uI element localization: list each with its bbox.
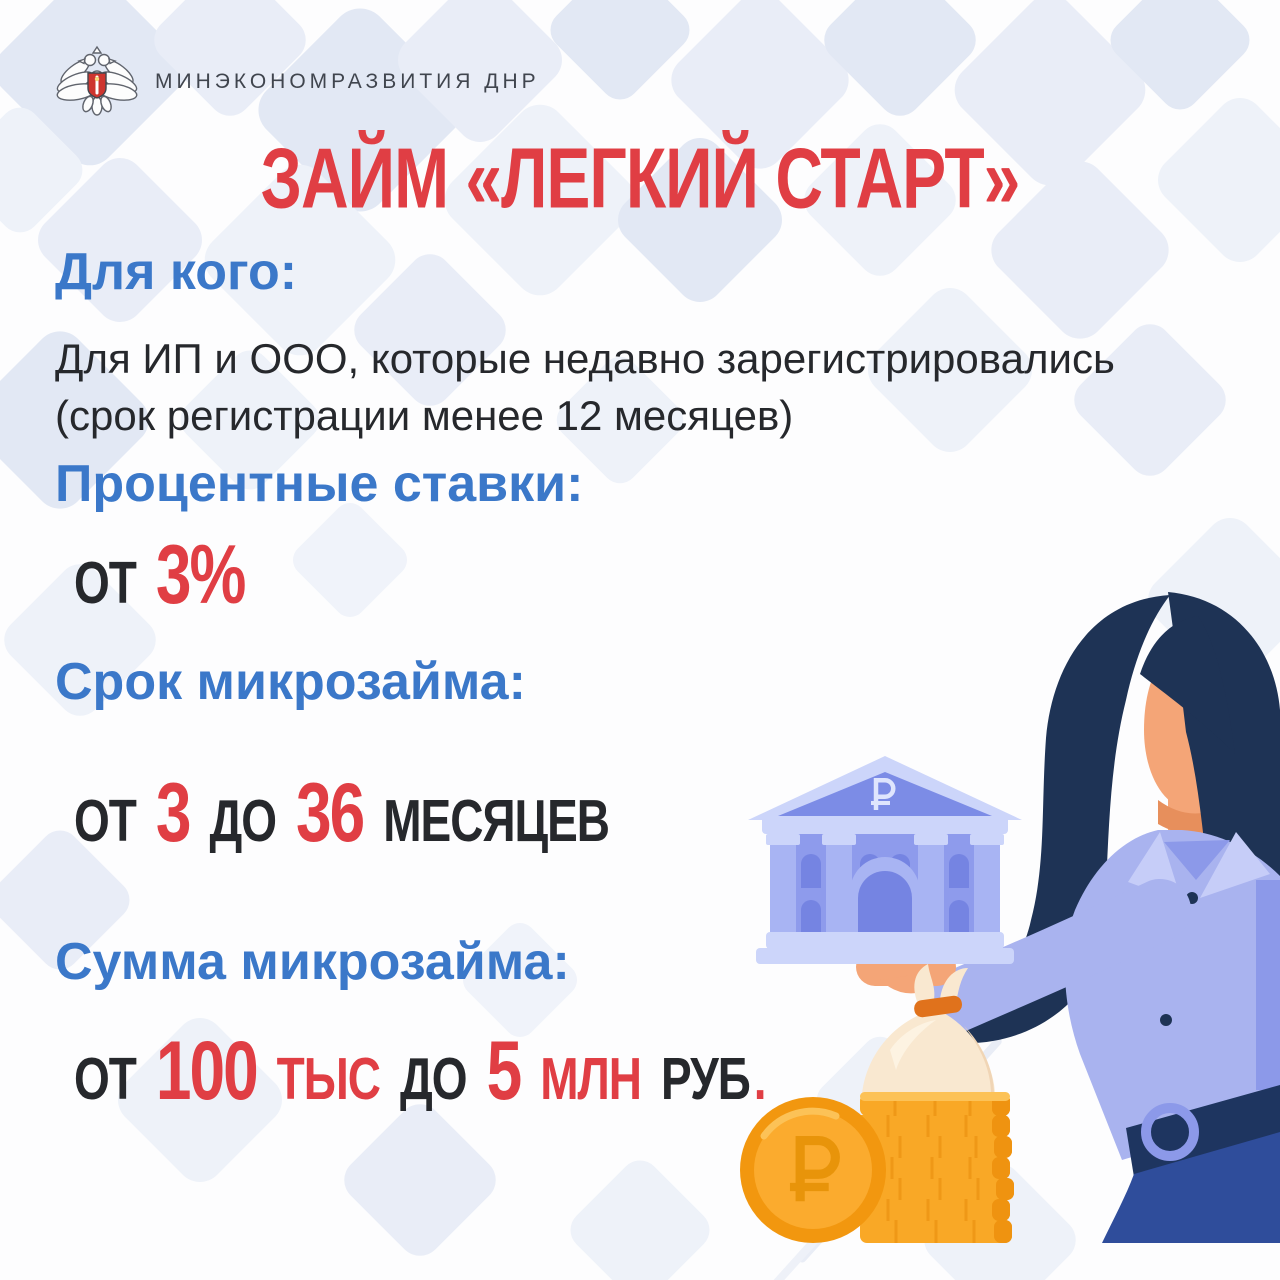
term-to-value: 36 (296, 765, 365, 860)
for-whom-line-1: Для ИП и ООО, которые недавно зарегистри… (55, 335, 1115, 382)
amount-from-value: 100 (155, 1023, 259, 1118)
amount-from-label: ОТ (74, 1044, 137, 1112)
org-name: МИНЭКОНОМРАЗВИТИЯ ДНР (155, 70, 540, 93)
belt-buckle-ring (1141, 1103, 1199, 1161)
amount-to-value: 5 (486, 1023, 523, 1118)
term-heading: Срок микрозайма: (55, 653, 526, 711)
amount-value: ОТ 100 ТЫС ДО 5 МЛН РУБ . (74, 1029, 767, 1112)
amount-heading: Сумма микрозайма: (55, 933, 570, 991)
header: МИНЭКОНОМРАЗВИТИЯ ДНР (55, 38, 540, 126)
for-whom-text: Для ИП и ООО, которые недавно зарегистри… (55, 330, 1115, 444)
skirt (1102, 1132, 1280, 1243)
ruble-coin-icon (740, 1097, 886, 1243)
rates-percent: 3% (155, 527, 246, 622)
hair-bang (1140, 616, 1235, 754)
arm (919, 879, 1191, 1035)
page-title: ЗАЙМ «ЛЕГКИЙ СТАРТ» (260, 129, 1021, 226)
amount-to-unit: МЛН (540, 1044, 642, 1112)
term-from-value: 3 (155, 765, 192, 860)
dnr-double-eagle-emblem-icon (56, 45, 138, 116)
coin-stack-icon (852, 1092, 1014, 1243)
rates-prefix: ОТ (74, 548, 137, 616)
term-value: ОТ 3 ДО 36 МЕСЯЦЕВ (74, 771, 610, 854)
rates-value: ОТ 3% (74, 533, 246, 616)
for-whom-heading: Для кого: (55, 243, 298, 301)
amount-period: . (753, 1044, 767, 1112)
rates-heading: Процентные ставки: (55, 455, 584, 513)
collar-gap (1164, 840, 1230, 880)
term-to-label: ДО (209, 786, 277, 854)
button-bottom (1160, 1014, 1172, 1026)
amount-to-label: ДО (400, 1044, 468, 1112)
amount-from-unit: ТЫС (276, 1044, 381, 1112)
title-wrap: ЗАЙМ «ЛЕГКИЙ СТАРТ» (0, 135, 1280, 221)
bank-building-icon (748, 756, 1022, 964)
woman-illustration (740, 592, 1280, 1243)
for-whom-line-2: (срок регистрации менее 12 месяцев) (55, 392, 794, 439)
blouse-shade (1256, 880, 1280, 1090)
term-unit: МЕСЯЦЕВ (383, 786, 610, 854)
amount-currency: РУБ (661, 1044, 751, 1112)
hair-back (926, 595, 1170, 1044)
term-from-label: ОТ (74, 786, 137, 854)
collar-right (1200, 832, 1270, 898)
